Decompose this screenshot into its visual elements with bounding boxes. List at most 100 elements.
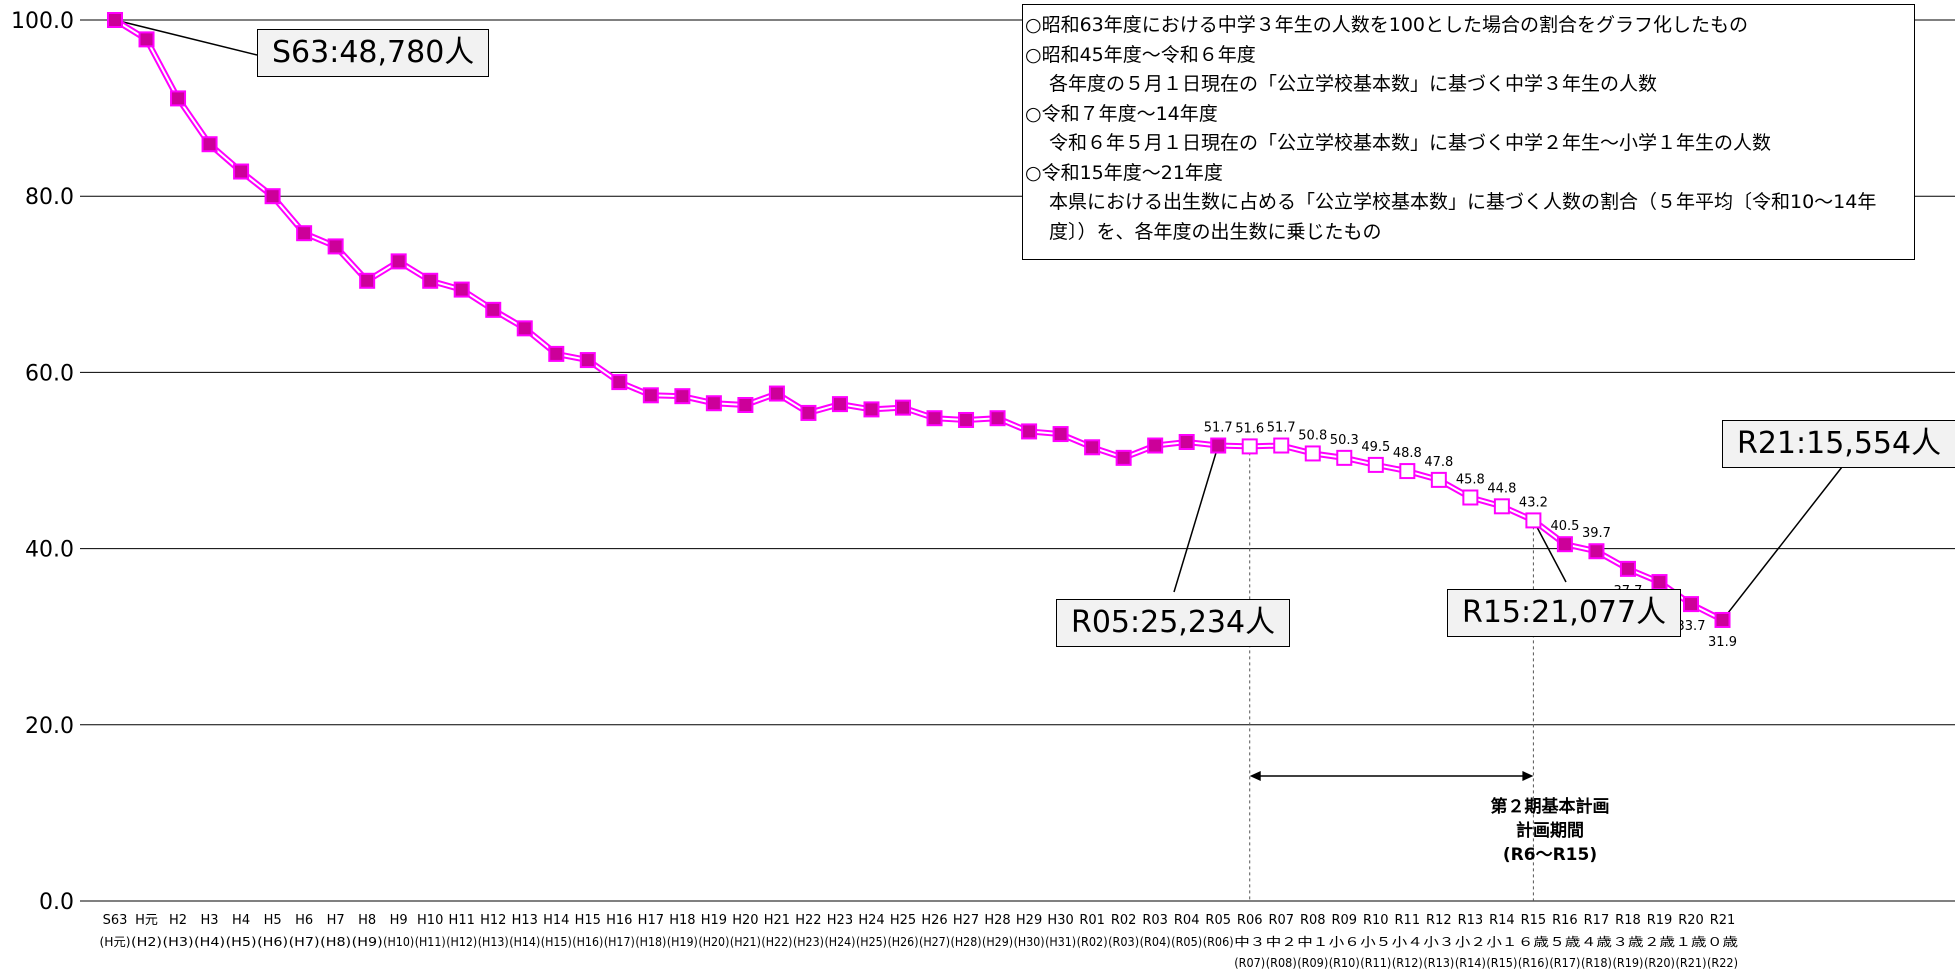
x-tick-sublabel: (H23) bbox=[793, 935, 824, 949]
x-tick-sublabel: (R06) bbox=[1203, 935, 1234, 949]
x-tick-sublabel: ５歳 bbox=[1549, 935, 1580, 949]
data-point bbox=[1399, 463, 1416, 480]
x-tick-label: H25 bbox=[890, 913, 916, 928]
x-tick-sublabel: (H10) bbox=[383, 935, 414, 949]
plan-period-range: (R6～R15) bbox=[1502, 845, 1598, 865]
data-point bbox=[485, 301, 502, 318]
x-tick-label: H3 bbox=[201, 913, 219, 928]
x-tick-sublabel: 中２ bbox=[1266, 934, 1297, 949]
callout-r15: R15:21,077人 bbox=[1447, 589, 1682, 637]
data-point bbox=[390, 253, 407, 270]
x-tick-label: H7 bbox=[327, 913, 345, 928]
x-axis-labels: S63 (H元) H元 (H2) H2 (H3) H3 (H4) H4 (H5) H5 (H6) H6 (… bbox=[100, 913, 1739, 970]
data-point bbox=[138, 31, 155, 48]
x-tick-label: H28 bbox=[984, 913, 1010, 928]
note-line: ○令和15年度～21年度 bbox=[1025, 161, 1223, 184]
x-tick-label: R21 bbox=[1710, 913, 1736, 928]
plan-period-subtitle: 計画期間 bbox=[1516, 821, 1584, 841]
x-tick-sublabel: 中３ bbox=[1234, 934, 1265, 949]
x-tick-sublabel: (R08) bbox=[1266, 956, 1297, 970]
x-tick-label: H21 bbox=[764, 913, 790, 928]
x-tick-label: H9 bbox=[390, 913, 408, 928]
data-point bbox=[1304, 445, 1321, 462]
x-tick-sublabel: 小３ bbox=[1423, 935, 1454, 949]
data-point bbox=[958, 411, 975, 428]
data-point bbox=[1714, 611, 1731, 628]
x-tick-sublabel: (R18) bbox=[1581, 956, 1612, 970]
data-point bbox=[642, 387, 659, 404]
x-tick-sublabel: (H4) bbox=[194, 935, 225, 949]
x-tick-label: H29 bbox=[1016, 913, 1042, 928]
x-tick-sublabel: (H31) bbox=[1045, 935, 1076, 949]
x-tick-sublabel: (H18) bbox=[635, 935, 666, 949]
x-tick-label: R20 bbox=[1678, 913, 1704, 928]
x-tick-label: H20 bbox=[732, 913, 758, 928]
data-label: 51.6 bbox=[1235, 421, 1264, 436]
series-line bbox=[113, 17, 1724, 623]
x-tick-label: R02 bbox=[1111, 913, 1137, 928]
x-tick-label: H元 bbox=[135, 913, 158, 928]
series-line-inner bbox=[114, 19, 1723, 621]
y-tick-label: 40.0 bbox=[25, 538, 74, 563]
x-tick-sublabel: (H26) bbox=[888, 935, 919, 949]
callout-leader-lines bbox=[114, 19, 1843, 621]
data-label: 50.8 bbox=[1298, 428, 1327, 443]
x-tick-sublabel: (H21) bbox=[730, 935, 761, 949]
x-tick-sublabel: (R10) bbox=[1329, 956, 1360, 970]
x-tick-label: R15 bbox=[1521, 913, 1547, 928]
x-tick-sublabel: ２歳 bbox=[1644, 935, 1675, 949]
data-point bbox=[1367, 456, 1384, 473]
plan-period-title: 第２期基本計画 bbox=[1490, 797, 1610, 817]
x-tick-sublabel: (H2) bbox=[131, 935, 162, 949]
data-point bbox=[737, 396, 754, 413]
callout-s63: S63:48,780人 bbox=[257, 29, 490, 77]
data-point bbox=[926, 410, 943, 427]
x-tick-sublabel: (H9) bbox=[352, 935, 383, 949]
data-point bbox=[1147, 437, 1164, 454]
data-point bbox=[800, 404, 817, 421]
x-tick-label: R01 bbox=[1079, 913, 1105, 928]
x-tick-sublabel: ４歳 bbox=[1581, 935, 1612, 949]
x-tick-sublabel: (H13) bbox=[478, 935, 509, 949]
data-point bbox=[170, 90, 187, 107]
x-tick-sublabel: (R19) bbox=[1612, 956, 1643, 970]
x-tick-sublabel: (R12) bbox=[1392, 956, 1423, 970]
data-label: 47.8 bbox=[1424, 455, 1453, 470]
data-point bbox=[1273, 437, 1290, 454]
x-tick-sublabel: (H24) bbox=[824, 935, 855, 949]
data-point bbox=[989, 410, 1006, 427]
x-tick-label: H4 bbox=[232, 913, 250, 928]
x-tick-label: H8 bbox=[358, 913, 376, 928]
data-label: 40.5 bbox=[1550, 519, 1579, 534]
data-label: 31.9 bbox=[1708, 635, 1737, 650]
data-point bbox=[1084, 439, 1101, 456]
data-point bbox=[1241, 438, 1258, 455]
x-tick-sublabel: (R11) bbox=[1360, 956, 1391, 970]
data-label: 45.8 bbox=[1456, 473, 1485, 488]
x-tick-label: H10 bbox=[417, 913, 443, 928]
notes-box: ○昭和63年度における中学３年生の人数を100とした場合の割合をグラフ化したもの… bbox=[1022, 4, 1915, 260]
leader-r05 bbox=[1173, 445, 1219, 593]
x-tick-sublabel: (R20) bbox=[1644, 956, 1675, 970]
x-tick-sublabel: (R21) bbox=[1676, 956, 1707, 970]
y-axis-labels: 0.0 20.0 40.0 60.0 80.0 100.0 bbox=[11, 9, 74, 915]
data-label: 51.7 bbox=[1267, 421, 1296, 436]
gridlines bbox=[80, 19, 1955, 902]
data-point bbox=[1021, 423, 1038, 440]
data-point bbox=[611, 374, 628, 391]
leader-r15 bbox=[1532, 520, 1567, 583]
data-point bbox=[1210, 437, 1227, 454]
x-tick-label: H23 bbox=[827, 913, 853, 928]
x-tick-sublabel: (H17) bbox=[604, 935, 635, 949]
leader-s63 bbox=[114, 19, 258, 56]
x-tick-sublabel: (R02) bbox=[1077, 935, 1108, 949]
x-tick-sublabel: １歳 bbox=[1676, 935, 1707, 949]
x-tick-label: H12 bbox=[480, 913, 506, 928]
data-point bbox=[516, 320, 533, 337]
x-tick-label: R19 bbox=[1647, 913, 1673, 928]
data-point bbox=[107, 12, 123, 28]
x-tick-sublabel: 小１ bbox=[1486, 935, 1517, 949]
data-label: 49.5 bbox=[1361, 440, 1390, 455]
x-tick-sublabel: (H29) bbox=[982, 935, 1013, 949]
y-tick-label: 20.0 bbox=[25, 714, 74, 739]
